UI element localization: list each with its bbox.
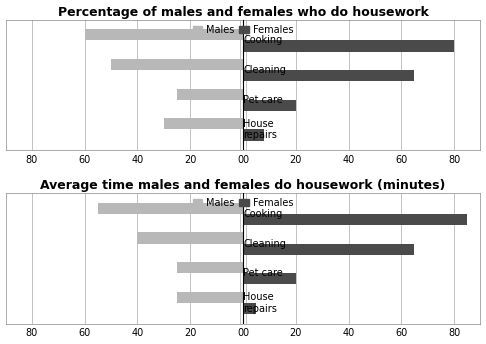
Title: Percentage of males and females who do housework: Percentage of males and females who do h…	[57, 6, 429, 19]
Bar	[98, 203, 243, 214]
Text: House
repairs: House repairs	[243, 119, 277, 140]
Text: Cleaning: Cleaning	[243, 65, 286, 75]
Title: Average time males and females do housework (minutes): Average time males and females do housew…	[40, 179, 446, 192]
Text: Cleaning: Cleaning	[243, 238, 286, 248]
Bar	[243, 303, 256, 314]
Bar	[243, 100, 296, 111]
Bar	[243, 41, 454, 52]
Text: Cooking: Cooking	[243, 209, 282, 219]
Text: Cooking: Cooking	[243, 35, 282, 45]
Bar	[243, 70, 415, 82]
Bar	[177, 292, 243, 303]
Bar	[111, 59, 243, 70]
Bar	[243, 129, 264, 141]
Bar	[243, 214, 467, 225]
Bar	[243, 244, 415, 255]
Bar	[85, 29, 243, 41]
Text: House
repairs: House repairs	[243, 292, 277, 314]
Legend: Males, Females: Males, Females	[192, 24, 294, 35]
Bar	[243, 273, 296, 284]
Bar	[177, 262, 243, 273]
Bar	[164, 118, 243, 129]
Legend: Males, Females: Males, Females	[192, 198, 294, 208]
Bar	[138, 232, 243, 244]
Bar	[177, 88, 243, 100]
Text: Pet care: Pet care	[243, 268, 283, 278]
Text: Pet care: Pet care	[243, 95, 283, 105]
